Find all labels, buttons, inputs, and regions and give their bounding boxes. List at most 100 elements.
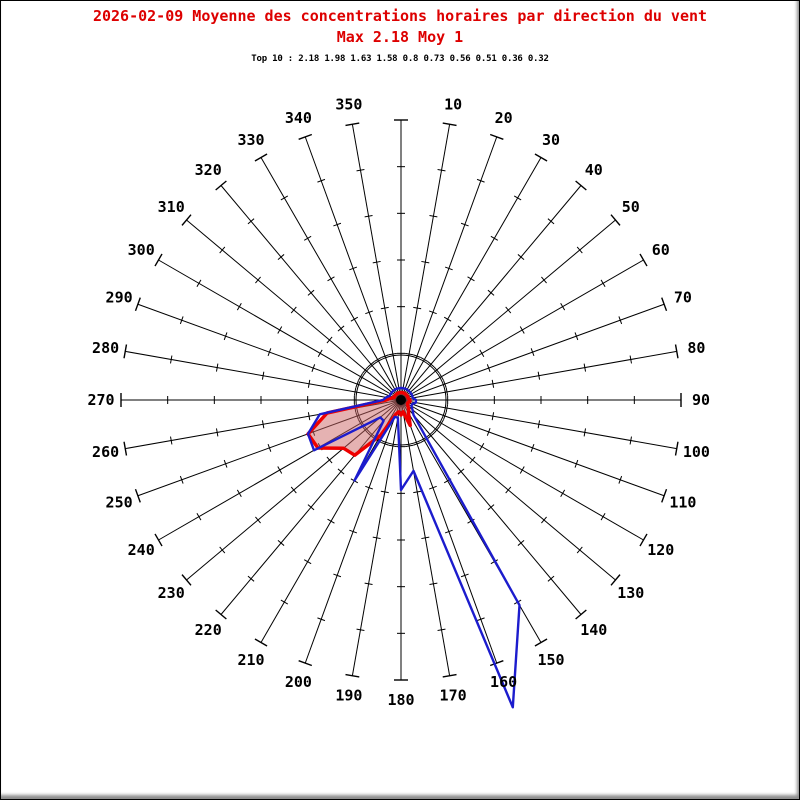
tick [505,486,512,494]
tick [443,380,447,388]
spoke-endcap-210 [254,638,268,647]
spoke-endcap-300 [154,253,163,267]
tick [317,178,326,183]
center-dot [396,395,406,405]
tick [362,366,369,374]
tick [443,412,447,420]
direction-label-220: 220 [195,621,222,639]
tick [469,336,476,344]
tick [356,169,365,172]
direction-label-160: 160 [490,673,517,691]
tick [517,254,525,260]
tick [388,444,397,448]
tick [629,436,632,445]
direction-label-170: 170 [440,686,467,704]
direction-label-260: 260 [92,443,119,461]
tick [280,599,289,605]
tick [179,316,184,325]
tick [421,536,430,540]
tick [629,355,632,364]
spoke-endcap-220 [215,609,227,620]
tick [457,325,465,332]
tick [479,349,485,358]
tick [267,348,272,357]
tick [537,371,541,380]
tick [307,504,315,511]
tick [445,387,449,396]
tick [247,575,255,582]
tick [196,279,202,288]
direction-label-280: 280 [92,339,119,357]
tick [307,379,311,388]
tick [541,516,547,524]
tick [476,178,485,183]
tick [277,326,283,334]
tick [215,428,219,437]
tick [444,529,453,534]
tick [405,444,414,448]
tick [373,357,382,363]
tick [486,427,491,436]
tick [365,485,374,490]
tick [380,306,389,310]
tick [487,504,495,511]
spoke-endcap-110 [661,488,668,503]
tick [574,459,579,468]
tick [179,475,184,484]
tick [356,628,365,631]
direction-label-200: 200 [285,673,312,691]
spoke-endcap-100 [674,441,679,456]
tick [427,432,435,439]
tick [261,420,265,429]
tick [413,354,421,358]
tick [491,379,495,388]
tick [405,352,414,356]
tick [487,289,495,296]
tick [317,349,323,358]
tick [413,306,422,310]
direction-label-230: 230 [158,584,185,602]
tick [247,218,255,225]
tick [267,443,272,452]
tick [479,442,485,451]
tick [547,218,555,225]
tick [530,348,535,357]
spoke-endcap-160 [489,660,504,667]
tick [358,372,364,381]
tick [560,489,566,498]
spoke-endcap-70 [661,297,668,312]
spoke-endcap-130 [610,574,621,586]
direction-label-90: 90 [692,391,710,409]
direction-label-340: 340 [285,109,312,127]
direction-label-290: 290 [106,288,133,306]
reference-circle [355,354,447,446]
direction-label-140: 140 [580,621,607,639]
tick [519,466,525,474]
spoke-endcap-140 [575,609,587,620]
direction-label-110: 110 [669,494,696,512]
tick [618,475,623,484]
tick [576,546,583,554]
tick [307,289,315,296]
tick [427,361,435,368]
tick [437,628,446,631]
direction-label-20: 20 [495,109,513,127]
direction-label-320: 320 [195,161,222,179]
spoke-endcap-340 [298,133,313,140]
tick [420,357,429,363]
tick [327,518,335,524]
direction-label-240: 240 [128,541,155,559]
direction-label-350: 350 [335,96,362,114]
tick [350,316,359,322]
spoke-endcap-310 [181,214,192,226]
tick [388,352,397,356]
spoke-endcap-320 [215,180,227,191]
spoke-endcap-250 [134,488,141,503]
tick [364,214,373,218]
direction-label-60: 60 [652,241,670,259]
tick [280,195,289,201]
spoke-endcap-330 [254,153,268,162]
spoke-endcap-280 [123,344,128,359]
tick [367,361,375,368]
tick [311,364,316,373]
